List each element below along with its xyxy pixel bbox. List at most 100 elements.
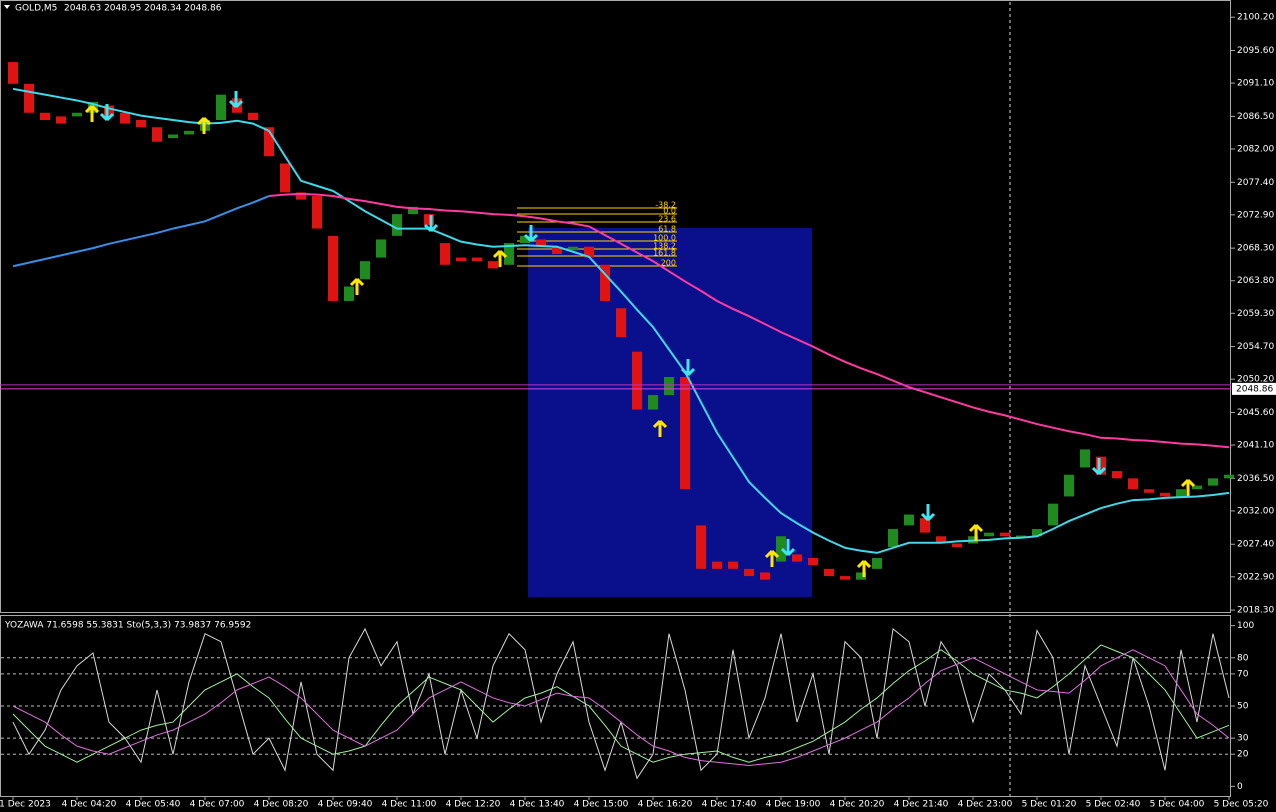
- x-tick-label: 4 Dec 09:40: [318, 800, 373, 810]
- sell-arrow: [920, 504, 936, 522]
- sell-arrow: [780, 539, 796, 557]
- price-bar: [1176, 489, 1186, 497]
- x-tick-label: 4 Dec 11:00: [382, 800, 437, 810]
- buy-arrow: [652, 419, 668, 437]
- price-bar: [632, 351, 642, 410]
- price-bar: [8, 62, 18, 84]
- fib-label: 23.6: [658, 215, 676, 224]
- price-bar: [872, 557, 882, 569]
- fib-label: 0.0: [663, 207, 676, 216]
- x-tick-label: 4 Dec 20:20: [830, 800, 885, 810]
- price-bar: [856, 572, 866, 580]
- price-bar: [488, 261, 498, 269]
- x-tick-label: 4 Dec 15:00: [574, 800, 629, 810]
- indicator-line: [12, 649, 1230, 766]
- price-bar: [1224, 474, 1234, 479]
- price-bar: [360, 261, 370, 280]
- x-tick-label: 4 Dec 23:00: [958, 800, 1013, 810]
- y-tick-label: 2086.50: [1237, 112, 1274, 122]
- y-tick-label: 2072.90: [1237, 210, 1274, 220]
- y-tick-label: 2036.50: [1237, 474, 1274, 484]
- price-bar: [760, 572, 770, 580]
- price-bar: [392, 214, 402, 236]
- indicator-line: [268, 192, 1230, 449]
- price-bar: [1064, 474, 1074, 497]
- price-bar: [120, 112, 130, 124]
- x-tick-label: 4 Dec 19:00: [766, 800, 821, 810]
- y-tick-label: 2018.30: [1237, 606, 1274, 616]
- fib-label: 200: [661, 259, 676, 268]
- x-tick-label: 4 Dec 08:20: [254, 800, 309, 810]
- price-bar: [216, 94, 226, 121]
- y-tick-label: 2050.20: [1237, 375, 1274, 385]
- x-tick-label: 5 Dec 04:00: [1150, 800, 1205, 810]
- price-tag: [1232, 382, 1276, 395]
- indicator-line: [12, 195, 270, 268]
- price-bar: [952, 543, 962, 548]
- buy-arrow: [764, 549, 780, 567]
- price-bar: [1112, 471, 1122, 479]
- price-bar: [776, 536, 786, 562]
- y-tick-label: 2077.40: [1237, 178, 1274, 188]
- price-bar: [536, 239, 546, 247]
- chart-title: GOLD,M5: [15, 4, 57, 14]
- x-tick-label: 4 Dec 07:00: [190, 800, 245, 810]
- y-tick-label: 30: [1237, 734, 1249, 744]
- buy-arrow: [84, 104, 100, 122]
- price-bar: [440, 243, 450, 265]
- sell-arrow: [99, 104, 115, 122]
- x-tick-label: 5 Dec 02:40: [1086, 800, 1141, 810]
- buy-arrow: [349, 277, 365, 295]
- price-bar: [504, 243, 514, 265]
- price-bar: [824, 568, 834, 577]
- y-tick-label: 100: [1237, 621, 1254, 631]
- x-tick-label: 5 Dec 05:20: [1214, 800, 1269, 810]
- price-bar: [680, 376, 690, 490]
- price-bar: [1016, 535, 1026, 538]
- price-bar: [264, 127, 274, 157]
- price-bar: [376, 239, 386, 258]
- sell-arrow: [423, 215, 439, 233]
- price-bar: [1160, 492, 1170, 497]
- price-bar: [1208, 478, 1218, 486]
- fib-label: 161.8: [653, 249, 676, 258]
- y-tick-label: 2059.30: [1237, 309, 1274, 319]
- y-tick-label: 70: [1237, 669, 1249, 679]
- fib-label: 61.8: [658, 225, 676, 234]
- price-bar: [744, 568, 754, 577]
- x-tick-label: 4 Dec 04:20: [62, 800, 117, 810]
- price-bar: [552, 246, 562, 254]
- y-tick-label: 2091.10: [1237, 79, 1274, 89]
- price-bar: [904, 514, 914, 526]
- sell-arrow: [228, 91, 244, 109]
- price-tag-label: 2048.86: [1236, 384, 1273, 394]
- price-bar: [312, 196, 322, 229]
- price-bar: [184, 130, 194, 135]
- price-bar: [408, 206, 418, 215]
- sell-arrow: [523, 225, 539, 243]
- indicator-line: [12, 87, 1230, 554]
- price-bar: [1080, 449, 1090, 468]
- x-tick-label: 4 Dec 21:40: [894, 800, 949, 810]
- osc-frame: [0, 615, 1231, 797]
- fib-label: -38.2: [655, 201, 676, 210]
- price-bar: [808, 557, 818, 566]
- y-tick-label: 2100.20: [1237, 13, 1274, 23]
- y-tick-label: 50: [1237, 702, 1249, 712]
- chart-quote: 2048.63 2048.95 2048.34 2048.86: [64, 4, 222, 14]
- price-bar: [1000, 532, 1010, 537]
- price-bar: [664, 376, 674, 396]
- price-bar: [936, 536, 946, 544]
- y-tick-label: 2054.70: [1237, 342, 1274, 352]
- price-bar: [104, 105, 114, 117]
- buy-arrow: [196, 116, 212, 134]
- price-bar: [696, 525, 706, 569]
- price-bar: [136, 120, 146, 128]
- price-bar: [472, 257, 482, 262]
- buy-arrow: [856, 559, 872, 577]
- y-tick-label: 80: [1237, 653, 1249, 663]
- menu-triangle: [4, 5, 10, 9]
- y-tick-label: 2041.10: [1237, 441, 1274, 451]
- x-tick-label: 1 Dec 2023: [0, 800, 51, 810]
- y-tick-label: 2095.60: [1237, 46, 1274, 56]
